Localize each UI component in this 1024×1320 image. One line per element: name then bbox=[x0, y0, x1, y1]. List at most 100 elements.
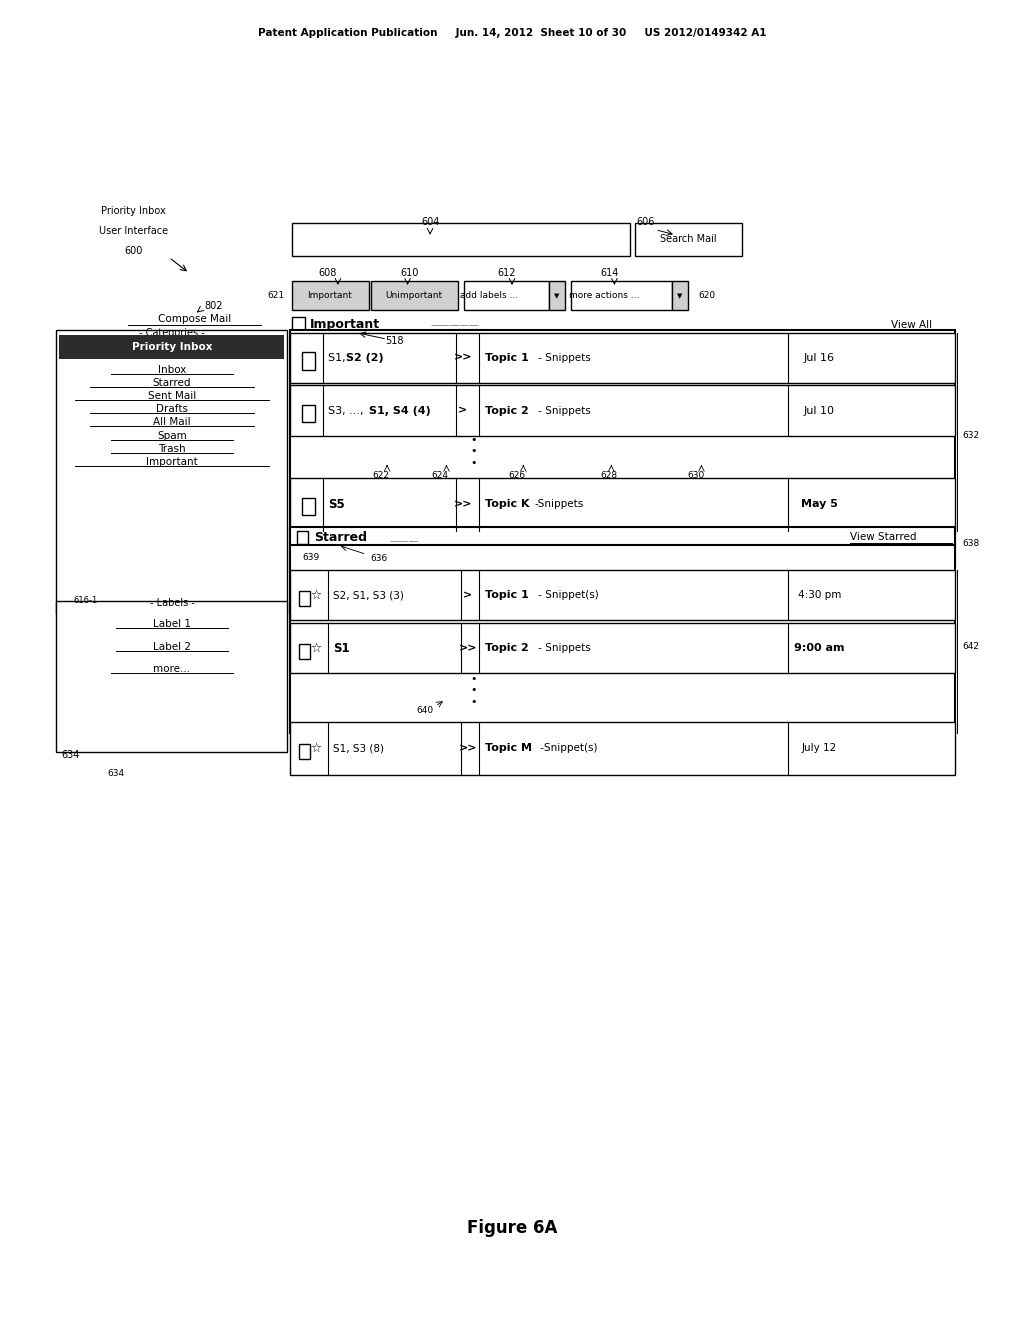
Text: Important: Important bbox=[310, 318, 380, 331]
Bar bbox=[571, 281, 672, 310]
Text: 4:30 pm: 4:30 pm bbox=[798, 590, 841, 601]
Text: Search Mail: Search Mail bbox=[659, 234, 717, 244]
Text: - Categories -: - Categories - bbox=[139, 327, 205, 338]
Bar bbox=[290, 570, 955, 620]
Text: - Snippets: - Snippets bbox=[535, 352, 590, 363]
Bar bbox=[672, 281, 688, 310]
Text: Trash: Trash bbox=[159, 444, 185, 454]
Bar bbox=[290, 478, 955, 531]
Text: 636: 636 bbox=[371, 554, 387, 562]
Text: ☆: ☆ bbox=[310, 642, 321, 655]
Text: 634: 634 bbox=[61, 750, 80, 760]
Text: •
•
•: • • • bbox=[471, 673, 477, 708]
Text: >>: >> bbox=[459, 743, 477, 754]
Bar bbox=[299, 591, 310, 606]
Text: Inbox: Inbox bbox=[158, 364, 186, 375]
Text: 610: 610 bbox=[400, 268, 419, 279]
Text: Important: Important bbox=[146, 457, 198, 467]
Text: Topic 1: Topic 1 bbox=[485, 590, 529, 601]
Bar bbox=[290, 722, 955, 775]
Text: 630: 630 bbox=[688, 471, 705, 479]
Text: 608: 608 bbox=[318, 268, 337, 279]
Bar bbox=[297, 531, 308, 544]
Text: S2 (2): S2 (2) bbox=[346, 352, 384, 363]
Text: Figure 6A: Figure 6A bbox=[467, 1218, 557, 1237]
Text: 612: 612 bbox=[498, 268, 516, 279]
Text: Jul 16: Jul 16 bbox=[804, 352, 835, 363]
Text: View Starred: View Starred bbox=[850, 532, 916, 543]
Text: 600: 600 bbox=[124, 246, 142, 256]
Text: July 12: July 12 bbox=[802, 743, 837, 754]
Text: Priority Inbox: Priority Inbox bbox=[132, 342, 212, 352]
Text: Starred: Starred bbox=[153, 378, 191, 388]
Text: Priority Inbox: Priority Inbox bbox=[100, 206, 166, 216]
Bar bbox=[292, 223, 630, 256]
Text: S3, ...,: S3, ..., bbox=[328, 405, 367, 416]
Bar bbox=[290, 527, 955, 548]
Text: S5: S5 bbox=[328, 498, 344, 511]
Text: - Snippet(s): - Snippet(s) bbox=[535, 590, 598, 601]
Bar bbox=[290, 385, 955, 436]
Bar bbox=[635, 223, 742, 256]
Bar bbox=[56, 330, 287, 614]
Bar bbox=[56, 601, 287, 752]
Text: ☆: ☆ bbox=[310, 742, 321, 755]
Bar bbox=[371, 281, 458, 310]
Text: S2, S1, S3 (3): S2, S1, S3 (3) bbox=[333, 590, 403, 601]
Text: Patent Application Publication     Jun. 14, 2012  Sheet 10 of 30     US 2012/014: Patent Application Publication Jun. 14, … bbox=[258, 28, 766, 38]
Bar bbox=[549, 281, 565, 310]
Text: >: > bbox=[463, 590, 473, 601]
Text: Label 1: Label 1 bbox=[153, 619, 191, 630]
Text: 632: 632 bbox=[963, 432, 980, 440]
Text: - Snippets: - Snippets bbox=[535, 405, 590, 416]
Text: 621: 621 bbox=[267, 292, 285, 300]
Text: S1: S1 bbox=[333, 642, 349, 655]
Text: >>: >> bbox=[454, 352, 472, 363]
Bar bbox=[299, 644, 310, 659]
Text: S1, S3 (8): S1, S3 (8) bbox=[333, 743, 384, 754]
Text: Spam: Spam bbox=[157, 430, 187, 441]
Text: - Labels -: - Labels - bbox=[150, 598, 195, 609]
Text: 628: 628 bbox=[601, 471, 617, 479]
Text: >>: >> bbox=[454, 499, 472, 510]
Bar bbox=[292, 317, 305, 334]
Text: Topic 2: Topic 2 bbox=[485, 405, 529, 416]
Text: 638: 638 bbox=[963, 540, 980, 548]
Bar bbox=[302, 498, 315, 515]
Text: Starred: Starred bbox=[314, 531, 368, 544]
Text: 624: 624 bbox=[432, 471, 449, 479]
Text: 802: 802 bbox=[205, 301, 223, 312]
Text: Topic 2: Topic 2 bbox=[485, 643, 529, 653]
Text: 614: 614 bbox=[600, 268, 618, 279]
Text: more...: more... bbox=[154, 664, 190, 675]
Bar bbox=[464, 281, 549, 310]
Text: Label 2: Label 2 bbox=[153, 642, 191, 652]
Text: 606: 606 bbox=[636, 216, 654, 227]
Text: 634: 634 bbox=[108, 770, 124, 777]
Text: User Interface: User Interface bbox=[98, 226, 168, 236]
Text: 639: 639 bbox=[302, 553, 319, 561]
Text: —————: ————— bbox=[430, 319, 479, 330]
Text: 604: 604 bbox=[421, 216, 439, 227]
Bar bbox=[302, 405, 315, 422]
Bar bbox=[290, 333, 955, 383]
Text: Topic K: Topic K bbox=[485, 499, 529, 510]
Text: -Snippet(s): -Snippet(s) bbox=[537, 743, 597, 754]
Text: Topic 1: Topic 1 bbox=[485, 352, 529, 363]
Bar bbox=[302, 352, 315, 370]
Bar bbox=[290, 623, 955, 673]
Text: May 5: May 5 bbox=[801, 499, 838, 510]
Text: 616-1: 616-1 bbox=[74, 597, 98, 605]
Text: ▼: ▼ bbox=[677, 293, 683, 298]
Text: ———: ——— bbox=[389, 536, 419, 546]
Text: more actions ...: more actions ... bbox=[569, 292, 639, 300]
Text: Unimportant: Unimportant bbox=[385, 292, 442, 300]
Text: add labels ...: add labels ... bbox=[461, 292, 518, 300]
Text: All Mail: All Mail bbox=[154, 417, 190, 428]
Text: 518: 518 bbox=[385, 335, 403, 346]
Bar bbox=[59, 335, 284, 359]
Text: Compose Mail: Compose Mail bbox=[158, 314, 231, 325]
Bar bbox=[292, 281, 369, 310]
Text: 9:00 am: 9:00 am bbox=[794, 643, 845, 653]
Text: -Snippets: -Snippets bbox=[535, 499, 584, 510]
